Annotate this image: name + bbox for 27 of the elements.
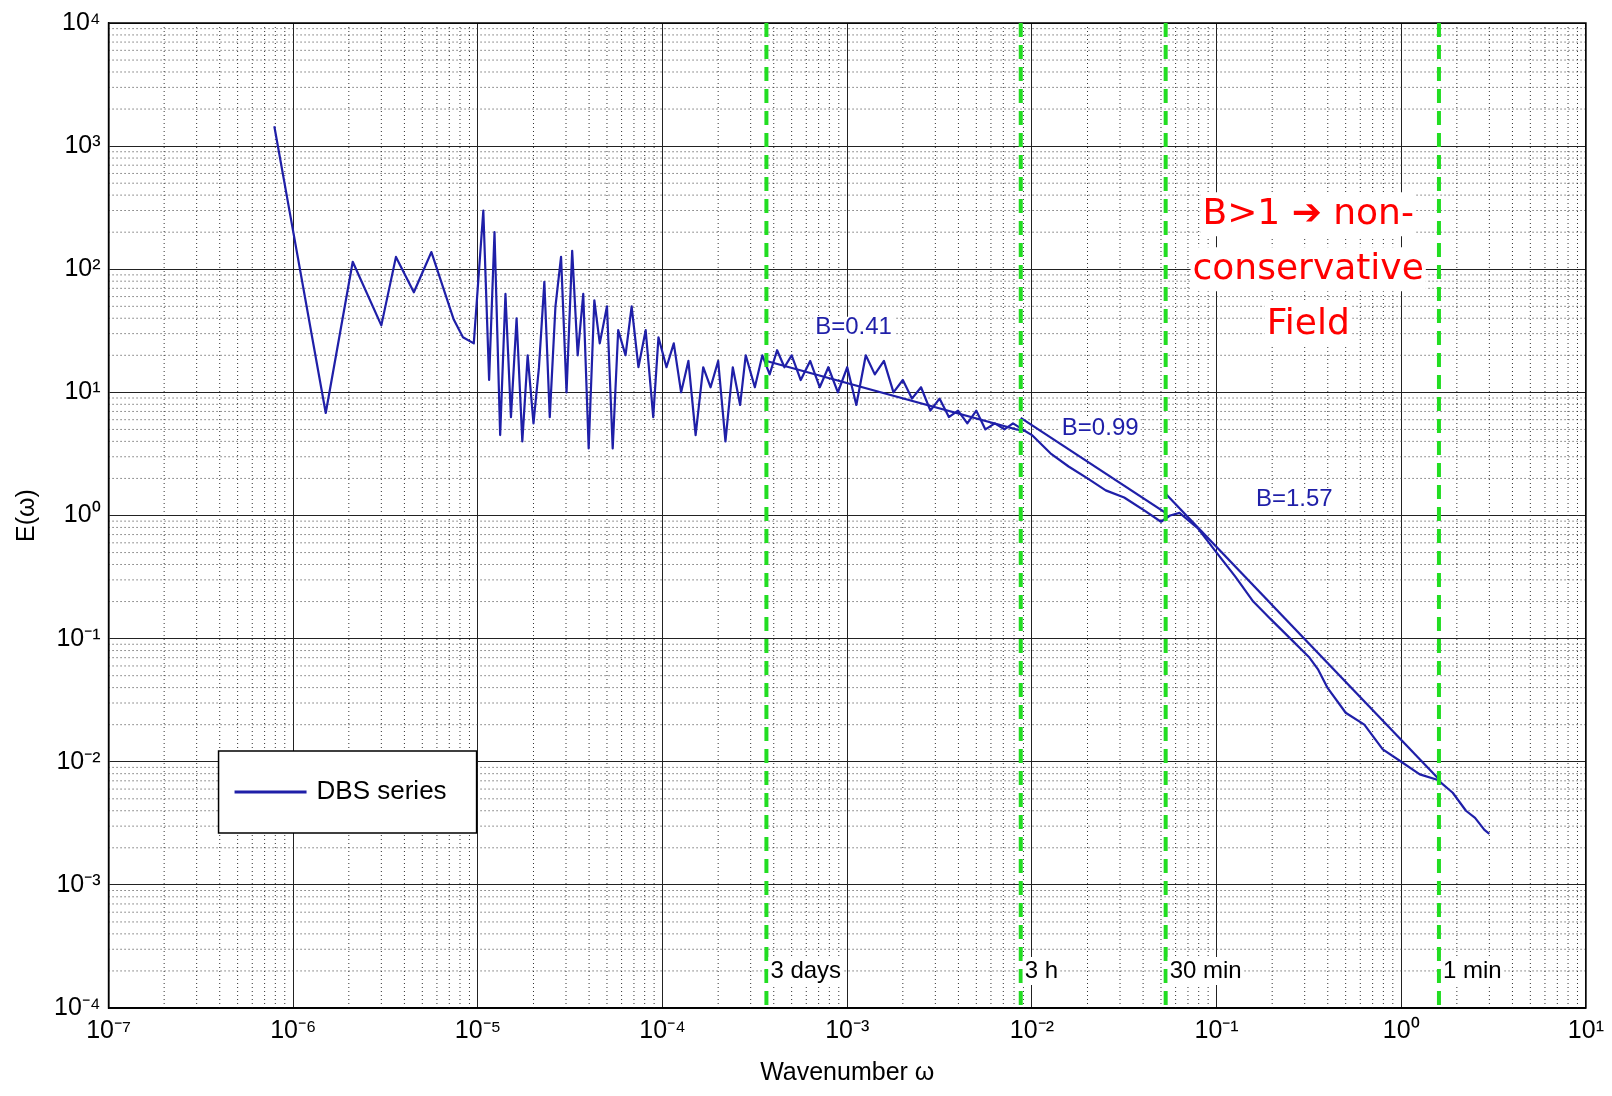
annotation: B=0.41 bbox=[815, 312, 892, 340]
y-tick-label: 10¹ bbox=[64, 376, 101, 405]
ref-line-label: 1 min bbox=[1442, 955, 1502, 983]
x-tick-label: 10⁻⁵ bbox=[454, 1014, 501, 1043]
y-tick-label: 10² bbox=[64, 253, 101, 282]
annotation: B=0.99 bbox=[1061, 413, 1139, 441]
x-tick-label: 10⁻⁴ bbox=[639, 1014, 686, 1043]
ref-line-label: 3 h bbox=[1024, 955, 1059, 983]
ref-line-label: 3 days bbox=[770, 955, 842, 983]
y-axis-title: E(ω) bbox=[10, 489, 39, 542]
y-tick-label: 10⁻³ bbox=[56, 868, 101, 897]
x-tick-label: 10¹ bbox=[1567, 1014, 1604, 1043]
x-tick-label: 10⁻² bbox=[1009, 1014, 1054, 1043]
legend-label: DBS series bbox=[316, 775, 447, 806]
x-tick-label: 10⁻¹ bbox=[1194, 1014, 1239, 1043]
x-tick-label: 10⁻⁶ bbox=[270, 1014, 317, 1043]
x-tick-label: 10⁰ bbox=[1382, 1014, 1420, 1043]
y-tick-label: 10³ bbox=[64, 130, 101, 159]
ref-line-label: 30 min bbox=[1169, 955, 1242, 983]
y-tick-label: 10⁻² bbox=[56, 745, 101, 774]
y-tick-label: 10⁰ bbox=[63, 499, 101, 528]
y-tick-label: 10⁴ bbox=[61, 6, 101, 35]
x-tick-label: 10⁻³ bbox=[825, 1014, 870, 1043]
annotation: B=1.57 bbox=[1255, 484, 1333, 512]
annotation: B>1 ➔ non-conservative Field bbox=[1192, 190, 1424, 342]
y-tick-label: 10⁻¹ bbox=[56, 622, 101, 651]
x-axis-title: Wavenumber ω bbox=[760, 1056, 935, 1085]
